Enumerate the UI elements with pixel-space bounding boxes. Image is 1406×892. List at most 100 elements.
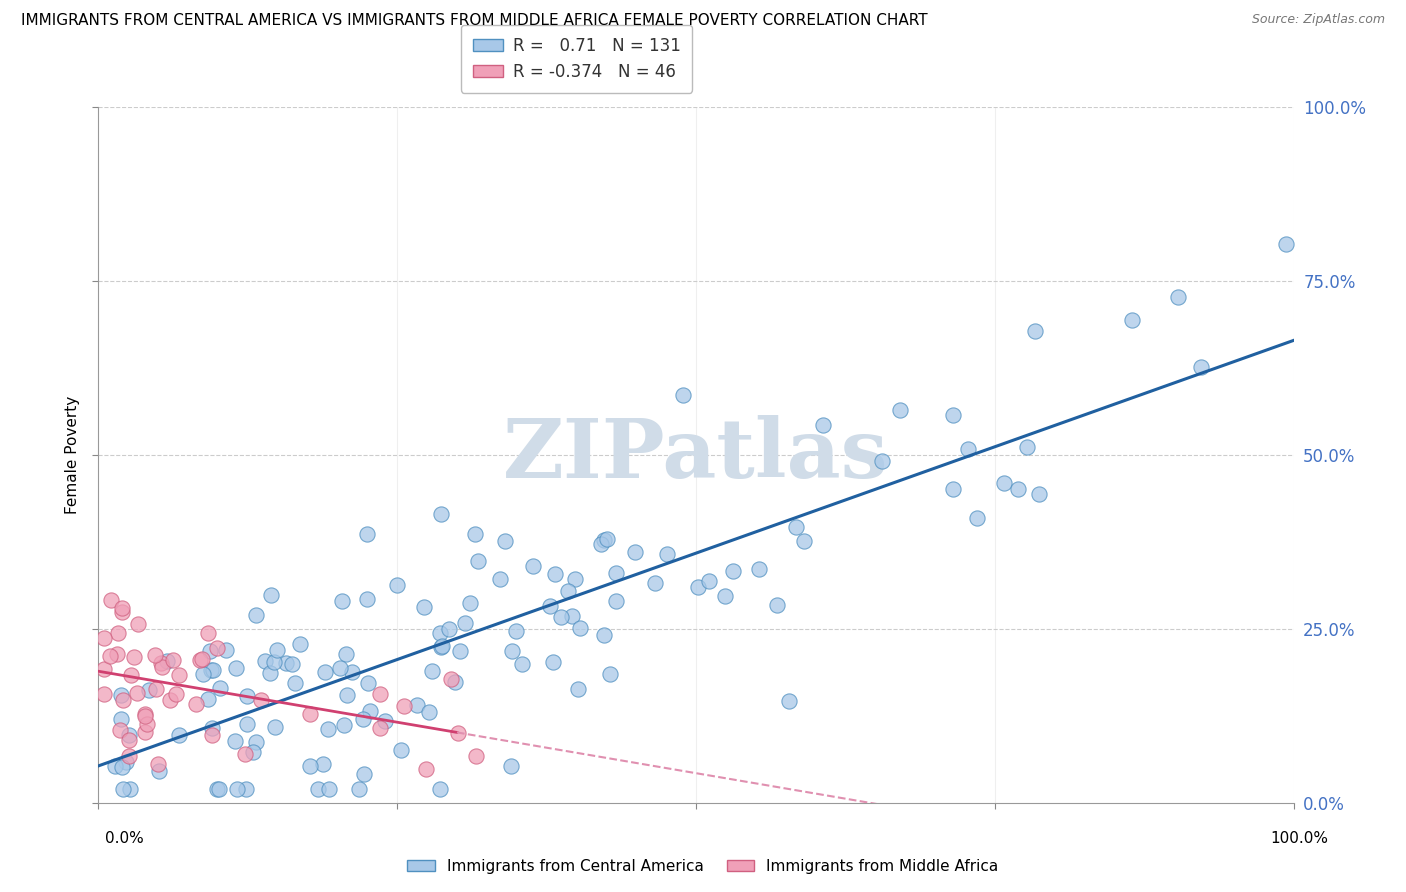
Point xyxy=(942,408,965,422)
Point xyxy=(568,621,591,635)
Point xyxy=(368,722,391,736)
Point xyxy=(336,689,359,703)
Point xyxy=(134,725,156,739)
Point xyxy=(150,656,173,670)
Point xyxy=(405,698,427,713)
Point xyxy=(274,656,297,670)
Point xyxy=(188,653,211,667)
Point xyxy=(233,747,256,761)
Point xyxy=(644,576,666,591)
Point xyxy=(418,705,440,719)
Point xyxy=(440,672,463,686)
Point xyxy=(105,647,128,661)
Point xyxy=(314,665,336,680)
Point xyxy=(100,593,122,607)
Point xyxy=(522,559,544,574)
Point xyxy=(593,628,616,642)
Point xyxy=(242,745,264,759)
Point xyxy=(330,594,353,608)
Point xyxy=(209,681,232,696)
Point xyxy=(488,572,510,586)
Point xyxy=(1121,312,1143,326)
Point xyxy=(110,688,132,702)
Point xyxy=(1007,482,1029,496)
Point xyxy=(748,561,770,575)
Point xyxy=(356,591,378,606)
Point xyxy=(148,764,170,778)
Point xyxy=(117,749,139,764)
Point xyxy=(993,476,1015,491)
Point xyxy=(391,742,413,756)
Point xyxy=(374,714,396,729)
Point xyxy=(429,626,451,640)
Point xyxy=(766,599,789,613)
Point xyxy=(541,655,564,669)
Point xyxy=(118,781,141,796)
Point xyxy=(564,572,586,586)
Point xyxy=(235,781,257,796)
Point xyxy=(235,689,257,703)
Point xyxy=(1015,440,1038,454)
Point xyxy=(127,686,149,700)
Point xyxy=(543,566,565,581)
Point xyxy=(307,781,329,796)
Point xyxy=(146,757,169,772)
Point xyxy=(110,712,132,726)
Point xyxy=(162,653,184,667)
Point xyxy=(93,662,115,676)
Point xyxy=(299,707,322,722)
Point xyxy=(870,454,893,468)
Point xyxy=(225,661,247,675)
Point xyxy=(200,664,222,678)
Point xyxy=(340,665,363,679)
Point xyxy=(205,781,228,796)
Point xyxy=(318,781,340,796)
Point xyxy=(193,666,215,681)
Point xyxy=(349,781,371,796)
Point xyxy=(253,655,276,669)
Point xyxy=(592,533,614,548)
Point xyxy=(415,762,437,776)
Point xyxy=(201,663,224,677)
Point xyxy=(785,519,807,533)
Point xyxy=(111,693,134,707)
Point xyxy=(1167,290,1189,304)
Point xyxy=(236,717,259,731)
Point xyxy=(118,728,141,742)
Point xyxy=(259,665,281,680)
Point xyxy=(889,402,911,417)
Point xyxy=(266,643,288,657)
Point xyxy=(288,637,311,651)
Point xyxy=(93,632,115,646)
Point xyxy=(714,590,737,604)
Point xyxy=(184,697,207,711)
Point xyxy=(596,532,619,546)
Point xyxy=(957,442,980,456)
Point xyxy=(332,718,354,732)
Point xyxy=(135,717,157,731)
Point xyxy=(467,554,489,568)
Point xyxy=(811,417,834,432)
Point xyxy=(1028,487,1050,501)
Point xyxy=(721,564,744,578)
Point xyxy=(197,626,219,640)
Point xyxy=(449,644,471,658)
Point xyxy=(150,660,173,674)
Point xyxy=(778,694,800,708)
Point xyxy=(453,615,475,630)
Point xyxy=(167,728,190,742)
Point xyxy=(191,652,214,666)
Point xyxy=(284,675,307,690)
Point xyxy=(443,675,465,690)
Point xyxy=(942,483,965,497)
Point xyxy=(201,722,224,736)
Point xyxy=(352,712,374,726)
Point xyxy=(430,508,453,522)
Point xyxy=(420,665,443,679)
Point xyxy=(793,533,815,548)
Point xyxy=(605,594,627,608)
Point xyxy=(385,578,408,592)
Text: 0.0%: 0.0% xyxy=(105,831,145,846)
Point xyxy=(245,608,267,623)
Point xyxy=(312,756,335,771)
